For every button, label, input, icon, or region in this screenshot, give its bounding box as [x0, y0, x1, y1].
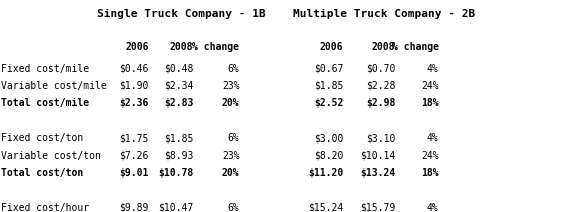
Text: 18%: 18% — [421, 98, 439, 108]
Text: $10.78: $10.78 — [158, 168, 193, 178]
Text: 6%: 6% — [228, 133, 239, 143]
Text: Fixed cost/ton: Fixed cost/ton — [1, 133, 84, 143]
Text: Fixed cost/mile: Fixed cost/mile — [1, 64, 89, 74]
Text: $2.98: $2.98 — [366, 98, 395, 108]
Text: 18%: 18% — [421, 168, 439, 178]
Text: $1.85: $1.85 — [314, 81, 343, 91]
Text: Variable cost/ton: Variable cost/ton — [1, 151, 101, 160]
Text: 2008: 2008 — [170, 42, 193, 52]
Text: Single Truck Company - 1B: Single Truck Company - 1B — [98, 8, 266, 18]
Text: % change: % change — [193, 42, 239, 52]
Text: 4%: 4% — [427, 133, 439, 143]
Text: 2006: 2006 — [320, 42, 343, 52]
Text: 6%: 6% — [228, 203, 239, 212]
Text: $8.93: $8.93 — [164, 151, 193, 160]
Text: $2.28: $2.28 — [366, 81, 395, 91]
Text: $9.01: $9.01 — [119, 168, 149, 178]
Text: $2.34: $2.34 — [164, 81, 193, 91]
Text: $15.24: $15.24 — [308, 203, 343, 212]
Text: $1.75: $1.75 — [119, 133, 149, 143]
Text: $15.79: $15.79 — [360, 203, 395, 212]
Text: $10.14: $10.14 — [360, 151, 395, 160]
Text: $9.89: $9.89 — [119, 203, 149, 212]
Text: $0.46: $0.46 — [119, 64, 149, 74]
Text: $13.24: $13.24 — [360, 168, 395, 178]
Text: 24%: 24% — [421, 151, 439, 160]
Text: $2.52: $2.52 — [314, 98, 343, 108]
Text: 23%: 23% — [222, 81, 239, 91]
Text: $2.83: $2.83 — [164, 98, 193, 108]
Text: 2008: 2008 — [372, 42, 395, 52]
Text: % change: % change — [392, 42, 439, 52]
Text: 4%: 4% — [427, 203, 439, 212]
Text: $8.20: $8.20 — [314, 151, 343, 160]
Text: $3.10: $3.10 — [366, 133, 395, 143]
Text: 4%: 4% — [427, 64, 439, 74]
Text: Fixed cost/hour: Fixed cost/hour — [1, 203, 89, 212]
Text: $3.00: $3.00 — [314, 133, 343, 143]
Text: 23%: 23% — [222, 151, 239, 160]
Text: 24%: 24% — [421, 81, 439, 91]
Text: $0.48: $0.48 — [164, 64, 193, 74]
Text: 6%: 6% — [228, 64, 239, 74]
Text: $10.47: $10.47 — [158, 203, 193, 212]
Text: $11.20: $11.20 — [308, 168, 343, 178]
Text: $7.26: $7.26 — [119, 151, 149, 160]
Text: $0.67: $0.67 — [314, 64, 343, 74]
Text: $0.70: $0.70 — [366, 64, 395, 74]
Text: Total cost/mile: Total cost/mile — [1, 98, 89, 108]
Text: 20%: 20% — [222, 98, 239, 108]
Text: Total cost/ton: Total cost/ton — [1, 168, 84, 178]
Text: $1.90: $1.90 — [119, 81, 149, 91]
Text: 20%: 20% — [222, 168, 239, 178]
Text: Variable cost/mile: Variable cost/mile — [1, 81, 107, 91]
Text: 2006: 2006 — [125, 42, 149, 52]
Text: $1.85: $1.85 — [164, 133, 193, 143]
Text: $2.36: $2.36 — [119, 98, 149, 108]
Text: Multiple Truck Company - 2B: Multiple Truck Company - 2B — [293, 8, 475, 18]
